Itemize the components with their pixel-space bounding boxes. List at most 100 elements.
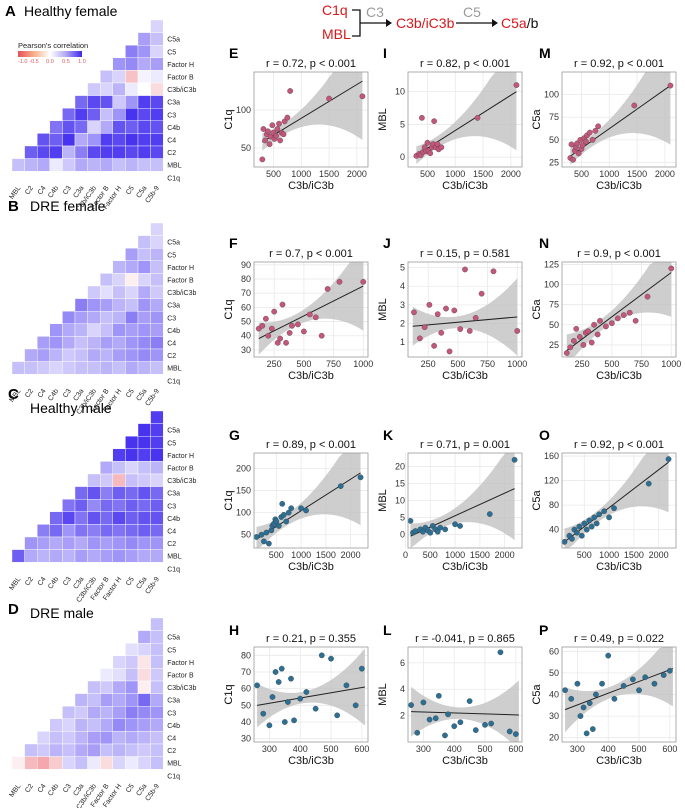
legend-tick-label: 1.0 (78, 59, 86, 65)
heatmap-cell (74, 524, 88, 538)
data-point (306, 311, 313, 318)
heatmap-cell (99, 536, 113, 550)
y-tick-label: 0 (400, 529, 405, 539)
data-point (478, 290, 485, 297)
y-tick-label: 60 (549, 646, 559, 656)
y-axis-label: C5a (531, 109, 543, 130)
y-tick-label: 5 (400, 263, 405, 273)
data-point (358, 665, 365, 672)
heatmap-cell (137, 461, 151, 475)
data-point (266, 722, 273, 729)
heatmap-cell (150, 643, 164, 657)
heatmap-cell (137, 486, 151, 500)
heatmap-cell (49, 336, 63, 350)
data-point (611, 505, 617, 512)
heatmap-cell (150, 273, 164, 287)
x-tick-label: 1000 (661, 359, 681, 369)
y-tick-label: 20 (549, 733, 559, 743)
data-point (408, 702, 414, 708)
heatmap-cell (125, 336, 139, 350)
heatmap-cell (125, 731, 139, 745)
heatmap-cell (99, 82, 113, 96)
data-point (357, 474, 364, 481)
heatmap-cell (112, 361, 126, 375)
heatmap-cell (112, 311, 126, 325)
heatmap-row-label-factor-b: Factor B (167, 74, 194, 81)
data-point (431, 118, 437, 124)
heatmap-cell (150, 680, 164, 694)
panel-letter-i: I (383, 45, 387, 61)
pathway-c3: C3 (366, 4, 384, 20)
data-point (642, 674, 649, 681)
heatmap-cell (87, 473, 101, 487)
heatmap-cell (74, 706, 88, 720)
x-tick-label: 500 (269, 550, 284, 560)
y-tick-label: 70 (241, 667, 251, 677)
data-point (275, 679, 282, 685)
heatmap-cell (150, 70, 164, 84)
data-point (462, 266, 468, 273)
x-tick-label: 2000 (341, 550, 361, 560)
y-tick-label: 50 (241, 317, 251, 327)
heatmap-cell (62, 706, 76, 720)
heatmap-cell (112, 57, 126, 71)
x-tick-label: 500 (296, 359, 311, 369)
heatmap-cell (99, 361, 113, 375)
plot-frame (561, 452, 677, 549)
heatmap-row-label-factor-b: Factor B (167, 277, 194, 284)
data-point (435, 692, 442, 699)
heatmap-cell (150, 731, 164, 745)
data-point (506, 728, 513, 735)
heatmap-cell (150, 499, 164, 513)
plot-frame (407, 452, 523, 549)
x-tick-label: 1000 (599, 550, 619, 560)
heatmap-cell (49, 549, 63, 563)
y-tick-label: 90 (241, 260, 251, 270)
heatmap-cell (74, 361, 88, 375)
data-point (259, 156, 266, 163)
data-point (626, 309, 633, 316)
heatmap-cell (112, 70, 126, 84)
heatmap-cell (99, 668, 113, 682)
data-point (579, 142, 586, 149)
x-tick-label: 2000 (347, 169, 367, 179)
heatmap-row-label-c3: C3 (167, 112, 176, 119)
heatmap-cell (125, 655, 139, 669)
data-point (568, 141, 575, 148)
data-point (603, 323, 609, 330)
heatmap-cell (150, 298, 164, 312)
heatmap-cell (112, 336, 126, 350)
heatmap-row-label-factor-h: Factor H (167, 62, 194, 69)
heatmap-cell (62, 311, 76, 325)
data-point (253, 534, 260, 540)
regression-line (570, 85, 671, 157)
pathway-c1q: C1q (322, 2, 348, 18)
heatmap-row-label-c3a: C3a (167, 100, 180, 107)
heatmap-row-label-c1q: C1q (167, 773, 180, 780)
heatmap-cell (112, 82, 126, 96)
x-tick-label: 500 (577, 550, 592, 560)
y-tick-label: 125 (544, 259, 559, 269)
x-axis-label: C3b/iC3b (442, 755, 488, 767)
heatmap-cell (74, 756, 88, 770)
heatmap-cell (137, 630, 151, 644)
heatmap-cell (125, 247, 139, 261)
data-point (586, 517, 593, 524)
panel-letter-c: C (8, 386, 19, 403)
x-tick-label: 500 (604, 359, 619, 369)
heatmap-cell (150, 410, 164, 424)
x-tick-label: 500 (574, 169, 589, 179)
x-tick-label: 500 (266, 169, 281, 179)
scatter-title: r = 0.89, p < 0.001 (266, 439, 356, 451)
heatmap-row-label-c3: C3 (167, 710, 176, 717)
heatmap-cell (125, 524, 139, 538)
heatmap-cell (137, 718, 151, 732)
heatmap-cell (112, 107, 126, 121)
data-point (438, 329, 445, 336)
heatmap-cell (37, 158, 51, 172)
heatmap-cell (137, 336, 151, 350)
heatmap-cell (137, 32, 151, 46)
data-point (414, 729, 421, 736)
scatter-title: r = 0.82, p < 0.001 (420, 58, 510, 70)
y-tick-label: 100 (544, 90, 559, 100)
